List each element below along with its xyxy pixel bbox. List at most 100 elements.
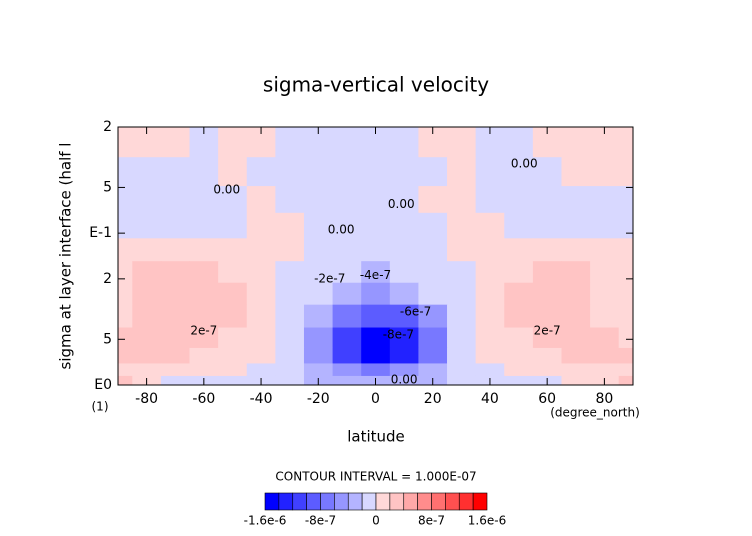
- field-cell: [504, 261, 534, 284]
- field-cell: [618, 186, 634, 214]
- field-cell: [275, 238, 305, 262]
- field-cell: [246, 238, 276, 262]
- field-cell: [160, 304, 191, 329]
- colorbar-label: -1.6e-6: [244, 514, 287, 528]
- field-cell: [475, 212, 505, 239]
- field-cell: [160, 212, 191, 239]
- field-cell: [618, 282, 634, 306]
- field-cell: [361, 212, 391, 239]
- field-cell: [218, 304, 248, 329]
- field-cell: [118, 186, 133, 214]
- field-cell: [118, 304, 133, 329]
- field-cell: [275, 363, 305, 377]
- field-cell: [561, 363, 591, 377]
- y-tick-label: 2: [103, 119, 112, 135]
- contour-label: -2e-7: [314, 271, 345, 285]
- y-tick-label: 5: [103, 331, 112, 347]
- field-cell: [303, 261, 334, 284]
- field-cell: [618, 363, 634, 377]
- field-cell: [160, 157, 191, 187]
- field-cell: [418, 238, 448, 262]
- colorbar-box: [472, 492, 488, 511]
- field-cell: [218, 282, 248, 306]
- field-cell: [189, 304, 219, 329]
- field-cell: [618, 375, 634, 386]
- field-cell: [246, 347, 276, 364]
- field-cell: [561, 304, 591, 329]
- y-tick-label: 2: [103, 271, 112, 287]
- field-cell: [132, 261, 162, 284]
- field-cell: [361, 363, 391, 377]
- contour-label: 0.00: [391, 373, 418, 387]
- field-cell: [118, 127, 133, 158]
- field-cell: [218, 363, 248, 377]
- field-cell: [532, 282, 562, 306]
- field-cell: [532, 186, 562, 214]
- field-cell: [447, 238, 477, 262]
- x-tick-label: -20: [307, 391, 330, 407]
- colorbar-box: [458, 492, 474, 511]
- contour-interval: CONTOUR INTERVAL = 1.000E-07: [275, 470, 476, 484]
- colorbar-label: 8e-7: [418, 514, 445, 528]
- field-cell: [504, 282, 534, 306]
- field-cell: [418, 282, 448, 306]
- field-cell: [275, 157, 305, 187]
- field-cell: [361, 304, 391, 329]
- field-cell: [361, 347, 391, 364]
- field-cell: [246, 157, 276, 187]
- colorbar-box: [306, 492, 321, 511]
- field-cell: [246, 327, 276, 349]
- colorbar-label: 0: [372, 514, 380, 528]
- colorbar-label: 1.6e-6: [468, 514, 506, 528]
- colorbar-box: [334, 492, 349, 511]
- field-cell: [132, 363, 162, 377]
- field-cell: [275, 261, 305, 284]
- field-cell: [118, 282, 133, 306]
- contour-label: -4e-7: [360, 268, 391, 282]
- field-cell: [275, 347, 305, 364]
- field-cell: [189, 212, 219, 239]
- field-cell: [218, 238, 248, 262]
- field-cell: [132, 327, 162, 349]
- contour-label: 0.00: [511, 156, 538, 170]
- colorbar-box: [375, 492, 391, 511]
- field-cell: [303, 186, 334, 214]
- colorbar-box: [417, 492, 432, 511]
- field-cell: [590, 327, 620, 349]
- field-cell: [389, 282, 419, 306]
- field-cell: [504, 363, 534, 377]
- field-cell: [246, 186, 276, 214]
- field-cell: [447, 304, 477, 329]
- field-cell: [447, 363, 477, 377]
- contour-label: 0.00: [388, 197, 415, 211]
- field-cell: [504, 375, 534, 386]
- field-cell: [561, 127, 591, 158]
- field-cell: [618, 157, 634, 187]
- field-cell: [160, 363, 191, 377]
- contour-label: -6e-7: [400, 304, 431, 318]
- field-cell: [118, 375, 133, 386]
- field-cell: [132, 238, 162, 262]
- field-cell: [218, 157, 248, 187]
- field-cell: [118, 347, 133, 364]
- field-cell: [303, 282, 334, 306]
- x-tick-label: 60: [538, 391, 556, 407]
- contour-label: 2e-7: [534, 323, 561, 337]
- field-cell: [618, 261, 634, 284]
- field-cell: [246, 261, 276, 284]
- field-cell: [590, 238, 620, 262]
- field-cell: [561, 157, 591, 187]
- field-cell: [418, 304, 448, 329]
- field-cell: [275, 212, 305, 239]
- field-cell: [532, 157, 562, 187]
- field-cell: [332, 212, 362, 239]
- field-cell: [532, 261, 562, 284]
- field-cell: [303, 347, 334, 364]
- field-cell: [332, 304, 362, 329]
- field-cell: [361, 282, 391, 306]
- field-cell: [418, 363, 448, 377]
- field-cell: [118, 261, 133, 284]
- field-cell: [246, 363, 276, 377]
- field-cell: [504, 127, 534, 158]
